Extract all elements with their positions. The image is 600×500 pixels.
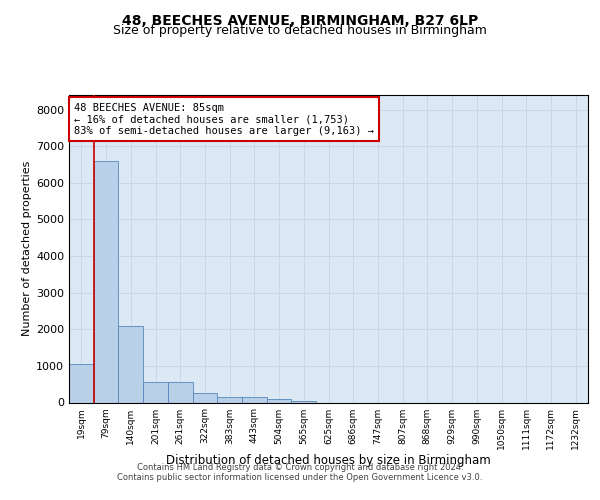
Bar: [168, 382, 193, 402]
Text: Size of property relative to detached houses in Birmingham: Size of property relative to detached ho…: [113, 24, 487, 37]
Text: 48, BEECHES AVENUE, BIRMINGHAM, B27 6LP: 48, BEECHES AVENUE, BIRMINGHAM, B27 6LP: [122, 14, 478, 28]
Text: 48 BEECHES AVENUE: 85sqm
← 16% of detached houses are smaller (1,753)
83% of sem: 48 BEECHES AVENUE: 85sqm ← 16% of detach…: [74, 102, 374, 136]
Bar: [292, 400, 316, 402]
Bar: [143, 382, 168, 402]
Bar: [94, 161, 118, 402]
Bar: [217, 396, 242, 402]
Bar: [242, 398, 267, 402]
Bar: [193, 393, 217, 402]
Bar: [267, 399, 292, 402]
Text: Contains public sector information licensed under the Open Government Licence v3: Contains public sector information licen…: [118, 472, 482, 482]
Y-axis label: Number of detached properties: Number of detached properties: [22, 161, 32, 336]
Text: Contains HM Land Registry data © Crown copyright and database right 2024.: Contains HM Land Registry data © Crown c…: [137, 462, 463, 471]
Bar: [69, 364, 94, 403]
X-axis label: Distribution of detached houses by size in Birmingham: Distribution of detached houses by size …: [166, 454, 491, 466]
Bar: [118, 326, 143, 402]
